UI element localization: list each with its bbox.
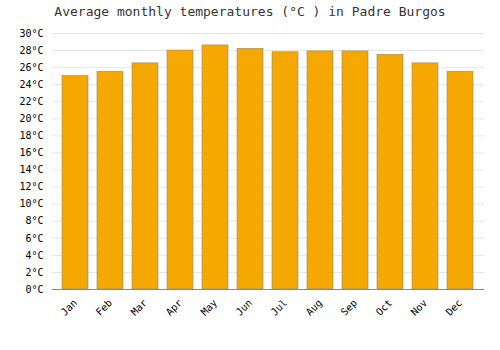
svg-text:Jun: Jun: [234, 297, 255, 318]
svg-text:Oct: Oct: [374, 297, 395, 318]
svg-text:May: May: [199, 297, 220, 318]
svg-text:20°C: 20°C: [19, 113, 43, 124]
svg-text:Jul: Jul: [269, 297, 290, 318]
svg-text:4°C: 4°C: [25, 250, 43, 261]
svg-text:6°C: 6°C: [25, 233, 43, 244]
svg-text:28°C: 28°C: [19, 45, 43, 56]
svg-text:12°C: 12°C: [19, 181, 43, 192]
svg-text:30°C: 30°C: [19, 28, 43, 39]
svg-text:26°C: 26°C: [19, 62, 43, 73]
svg-text:Jan: Jan: [59, 297, 80, 318]
svg-text:Nov: Nov: [409, 297, 430, 318]
html-text:Average monthly temperatures (: Average monthly temperatures (°C ) in Pa…: [54, 4, 446, 19]
svg-text:18°C: 18°C: [19, 130, 43, 141]
svg-text:Apr: Apr: [164, 297, 185, 318]
svg-text:8°C: 8°C: [25, 215, 43, 226]
svg-text:Dec: Dec: [444, 297, 465, 318]
svg-text:Feb: Feb: [94, 297, 115, 318]
svg-text:2°C: 2°C: [25, 267, 43, 278]
svg-text:16°C: 16°C: [19, 147, 43, 158]
svg-text:Aug: Aug: [304, 297, 325, 318]
svg-text:0°C: 0°C: [25, 284, 43, 295]
svg-text:14°C: 14°C: [19, 164, 43, 175]
svg-text:24°C: 24°C: [19, 79, 43, 90]
svg-text:10°C: 10°C: [19, 198, 43, 209]
svg-text:Sep: Sep: [339, 297, 360, 318]
svg-text:Mar: Mar: [129, 297, 150, 318]
svg-text:22°C: 22°C: [19, 96, 43, 107]
